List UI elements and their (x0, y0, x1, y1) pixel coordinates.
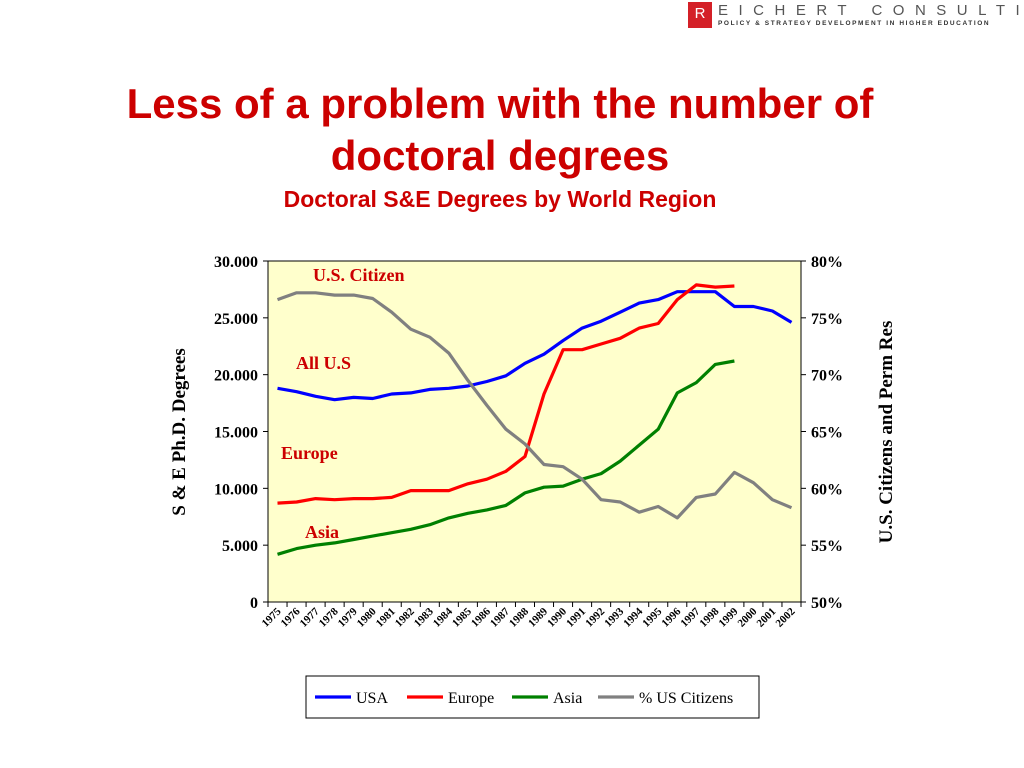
x-tick-label: 1992 (583, 605, 607, 629)
y-tick-label: 25.000 (214, 311, 258, 328)
x-tick-label: 1977 (298, 605, 322, 629)
x-tick-label: 1981 (374, 606, 398, 630)
logo-tagline: POLICY & STRATEGY DEVELOPMENT IN HIGHER … (718, 20, 991, 27)
x-tick-label: 1979 (336, 605, 360, 629)
annotations: U.S. Citizen All U.S Europe Asia (281, 265, 405, 542)
x-tick-label: 1989 (526, 605, 550, 629)
title-line-2: doctoral degrees (330, 132, 670, 179)
chart-title: Doctoral S&E Degrees by World Region (283, 186, 717, 212)
x-tick-label: 1982 (393, 605, 417, 629)
x-tick-label: 1983 (412, 605, 436, 629)
annotation-label: U.S. Citizen (313, 265, 405, 285)
y2-tick-label: 55% (811, 538, 843, 555)
y2-tick-label: 70% (811, 368, 843, 385)
x-tick-label: 2002 (774, 605, 798, 629)
y-tick-label: 20.000 (214, 368, 258, 385)
y2-axis-label: U.S. Citizens and Perm Res (876, 321, 897, 544)
legend-label: Asia (553, 690, 582, 707)
x-tick-label: 2000 (735, 605, 759, 629)
x-tick-label: 1976 (279, 605, 303, 629)
y2-tick-label: 75% (811, 311, 843, 328)
y-axis-label: S & E Ph.D. Degrees (169, 348, 190, 515)
y2-tick-label: 80% (811, 254, 843, 271)
series-layer (276, 283, 793, 556)
x-tick-label: 1978 (317, 605, 341, 629)
y-tick-label: 15.000 (214, 425, 258, 442)
y-tick-label: 10.000 (214, 481, 258, 498)
x-tick-label: 1996 (659, 605, 683, 629)
y-tick-label: 0 (250, 595, 258, 612)
slide-title: Less of a problem with the number of doc… (0, 78, 1000, 182)
x-tick-label: 1984 (431, 605, 455, 629)
legend-label: % US Citizens (639, 690, 733, 707)
x-tick-label: 1991 (564, 606, 588, 630)
plot-area (268, 261, 801, 602)
annotation-label: All U.S (296, 353, 351, 373)
series-line-usa (277, 290, 793, 402)
y2-tick-label: 60% (811, 481, 843, 498)
x-tick-label: 1980 (355, 605, 379, 629)
title-line-1: Less of a problem with the number of (126, 80, 874, 127)
annotation-label: Asia (305, 522, 339, 542)
legend-label: USA (356, 690, 388, 707)
x-tick-label: 1998 (697, 605, 721, 629)
y-tick-label: 5.000 (222, 538, 258, 555)
reichert-consulting-logo: R EICHERT CONSULTING POLICY & STRATEGY D… (688, 1, 1024, 29)
x-tick-label: 1993 (602, 605, 626, 629)
x-tick-label: 1987 (488, 605, 512, 629)
legend: USA Europe Asia % US Citizens (305, 675, 760, 719)
y2-tick-label: 65% (811, 425, 843, 442)
x-tick-label: 2001 (755, 606, 779, 630)
x-tick-label: 1975 (260, 605, 284, 629)
x-tick-label: 1994 (621, 605, 645, 629)
x-tick-label: 1986 (469, 605, 493, 629)
x-tick-label: 1990 (545, 605, 569, 629)
x-tick-label: 1997 (678, 605, 702, 629)
series-line-europe (277, 283, 735, 505)
series-line-us-citizens (276, 291, 793, 520)
y2-tick-label: 50% (811, 595, 843, 612)
y-tick-label: 30.000 (214, 254, 258, 271)
logo-initial: R (688, 2, 712, 28)
series-line-asia (277, 359, 735, 556)
annotation-label: Europe (281, 443, 338, 463)
x-tick-label: 1999 (716, 605, 740, 629)
x-tick-label: 1988 (507, 605, 531, 629)
x-tick-label: 1995 (640, 605, 664, 629)
x-tick-label: 1985 (450, 605, 474, 629)
logo-name: EICHERT CONSULTING (718, 2, 1024, 19)
legend-label: Europe (448, 690, 494, 707)
